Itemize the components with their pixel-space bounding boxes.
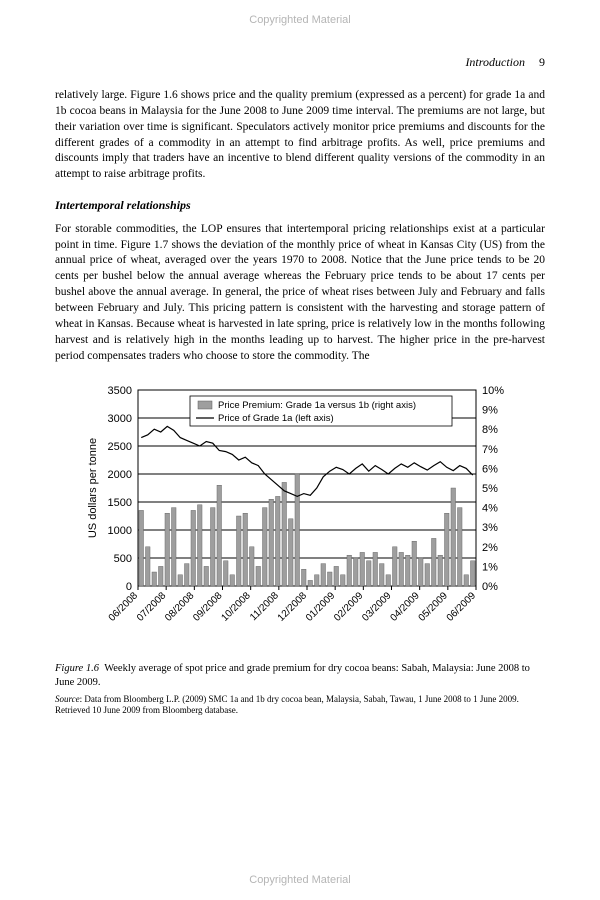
- svg-text:03/2009: 03/2009: [360, 590, 394, 624]
- figure-caption: Figure 1.6 Weekly average of spot price …: [55, 662, 545, 689]
- svg-text:9%: 9%: [482, 405, 498, 417]
- svg-text:5%: 5%: [482, 483, 498, 495]
- svg-text:11/2008: 11/2008: [248, 590, 281, 623]
- figure-1-6: 05001000150020002500300035000%1%2%3%4%5%…: [55, 376, 545, 717]
- svg-text:10/2008: 10/2008: [219, 590, 253, 624]
- svg-text:2500: 2500: [108, 441, 132, 453]
- svg-text:06/2008: 06/2008: [107, 590, 141, 624]
- svg-text:3500: 3500: [108, 385, 132, 397]
- figure-source: Source: Data from Bloomberg L.P. (2009) …: [55, 694, 545, 717]
- source-text: : Data from Bloomberg L.P. (2009) SMC 1a…: [55, 694, 519, 716]
- running-title: Introduction: [465, 55, 525, 69]
- svg-text:08/2008: 08/2008: [163, 590, 197, 624]
- svg-text:Price of Grade 1a (left axis): Price of Grade 1a (left axis): [218, 413, 334, 424]
- chart: 05001000150020002500300035000%1%2%3%4%5%…: [80, 376, 520, 656]
- svg-text:06/2009: 06/2009: [445, 590, 479, 624]
- figure-caption-text: Weekly average of spot price and grade p…: [55, 663, 530, 688]
- svg-text:500: 500: [114, 553, 132, 565]
- svg-text:1500: 1500: [108, 497, 132, 509]
- running-head: Introduction 9: [55, 55, 545, 70]
- svg-text:2%: 2%: [482, 542, 498, 554]
- svg-text:3%: 3%: [482, 523, 498, 535]
- svg-text:7%: 7%: [482, 444, 498, 456]
- svg-text:1%: 1%: [482, 562, 498, 574]
- svg-text:8%: 8%: [482, 425, 498, 437]
- figure-number: Figure 1.6: [55, 663, 99, 674]
- svg-text:3000: 3000: [108, 413, 132, 425]
- svg-text:0%: 0%: [482, 581, 498, 593]
- page-content: Introduction 9 relatively large. Figure 1…: [0, 0, 600, 717]
- watermark-top: Copyrighted Material: [0, 14, 600, 26]
- page-number: 9: [539, 55, 545, 69]
- svg-text:07/2008: 07/2008: [135, 590, 169, 624]
- svg-text:09/2008: 09/2008: [191, 590, 225, 624]
- svg-text:2000: 2000: [108, 469, 132, 481]
- body-text: relatively large. Figure 1.6 shows price…: [55, 88, 545, 364]
- paragraph-2: For storable commodities, the LOP ensure…: [55, 222, 545, 365]
- source-label: Source: [55, 694, 80, 704]
- svg-text:02/2009: 02/2009: [332, 590, 366, 624]
- svg-text:Price Premium: Grade 1a versus: Price Premium: Grade 1a versus 1b (right…: [218, 400, 416, 411]
- svg-text:04/2009: 04/2009: [388, 590, 422, 624]
- svg-text:1000: 1000: [108, 525, 132, 537]
- svg-text:05/2009: 05/2009: [417, 590, 451, 624]
- svg-text:12/2008: 12/2008: [276, 590, 310, 624]
- paragraph-1: relatively large. Figure 1.6 shows price…: [55, 88, 545, 183]
- svg-text:US dollars per tonne: US dollars per tonne: [87, 438, 99, 538]
- watermark-bottom: Copyrighted Material: [0, 874, 600, 886]
- svg-text:6%: 6%: [482, 464, 498, 476]
- svg-text:4%: 4%: [482, 503, 498, 515]
- svg-text:10%: 10%: [482, 385, 504, 397]
- svg-text:01/2009: 01/2009: [304, 590, 338, 624]
- section-heading: Intertemporal relationships: [55, 197, 545, 214]
